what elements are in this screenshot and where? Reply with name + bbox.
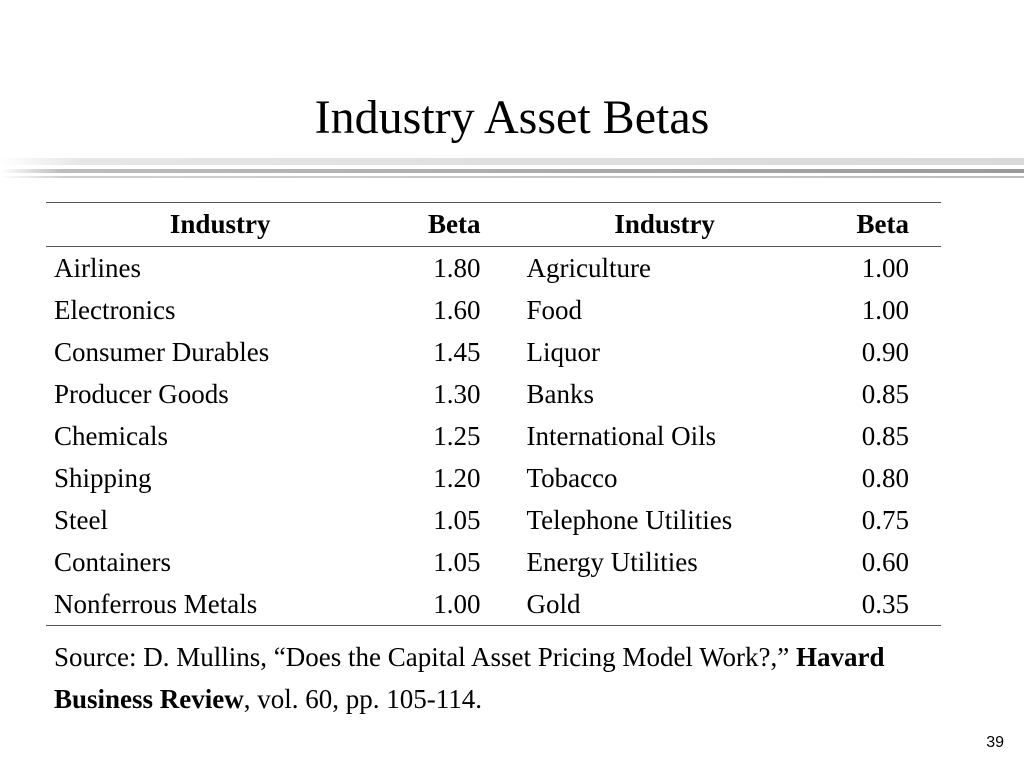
beta-cell: 0.90 [861,336,909,367]
table-row: Chemicals 1.25 International Oils 0.85 [46,415,941,457]
industry-cell: Producer Goods [54,378,229,409]
table-row: Producer Goods 1.30 Banks 0.85 [46,373,941,415]
beta-cell: 1.00 [433,588,481,619]
industry-cell: Chemicals [54,420,168,451]
industry-beta-table: Industry Beta Industry Beta Airlines 1.8… [46,202,941,626]
beta-cell: 1.30 [433,378,481,409]
industry-cell: Gold [526,588,581,619]
beta-cell: 0.85 [861,378,909,409]
source-details: , vol. 60, pp. 105-114. [243,684,483,714]
header-industry-right: Industry [614,209,715,239]
beta-cell: 1.80 [433,252,481,283]
beta-cell: 0.60 [861,546,909,577]
industry-cell: Airlines [54,252,141,283]
industry-cell: Nonferrous Metals [54,588,258,619]
divider-bar-thin [0,176,1024,178]
source-citation: Source: D. Mullins, “Does the Capital As… [54,636,934,720]
industry-cell: Electronics [54,294,176,325]
title-divider [0,156,1024,180]
industry-cell: Telephone Utilities [526,504,733,535]
beta-cell: 1.00 [861,252,909,283]
industry-cell: Steel [54,504,108,535]
table-row: Nonferrous Metals 1.00 Gold 0.35 [46,583,941,626]
industry-cell: Energy Utilities [526,546,698,577]
page-number: 39 [986,734,1004,751]
industry-cell: Shipping [54,462,152,493]
industry-cell: Liquor [526,336,600,367]
table-header-row: Industry Beta Industry Beta [46,202,941,247]
beta-cell: 0.85 [861,420,909,451]
industry-cell: Containers [54,546,171,577]
slide-title: Industry Asset Betas [314,91,710,144]
beta-cell: 1.05 [433,504,481,535]
beta-cell: 1.20 [433,462,481,493]
source-text: Source: D. Mullins, “Does the Capital As… [54,642,796,672]
divider-bar-dark [0,169,1024,173]
beta-cell: 1.25 [433,420,481,451]
industry-cell: Food [526,294,583,325]
industry-cell: Tobacco [526,462,618,493]
beta-cell: 0.80 [861,462,909,493]
industry-cell: Consumer Durables [54,336,270,367]
header-industry-left: Industry [169,209,271,239]
header-beta-left: Beta [428,209,481,239]
table-row: Steel 1.05 Telephone Utilities 0.75 [46,499,941,541]
header-beta-right: Beta [856,209,909,239]
journal-name: Havard Business Review [54,642,885,714]
beta-cell: 0.35 [861,588,909,619]
industry-cell: International Oils [526,420,717,451]
table-row: Airlines 1.80 Agriculture 1.00 [46,247,941,290]
beta-cell: 1.60 [433,294,481,325]
industry-cell: Banks [526,378,594,409]
industry-cell: Agriculture [526,252,651,283]
table-row: Shipping 1.20 Tobacco 0.80 [46,457,941,499]
table-row: Electronics 1.60 Food 1.00 [46,289,941,331]
table-row: Consumer Durables 1.45 Liquor 0.90 [46,331,941,373]
table-row: Containers 1.05 Energy Utilities 0.60 [46,541,941,583]
beta-cell: 1.45 [433,336,481,367]
beta-cell: 1.00 [861,294,909,325]
beta-cell: 1.05 [433,546,481,577]
beta-cell: 0.75 [861,504,909,535]
divider-bar-light [0,158,1024,165]
